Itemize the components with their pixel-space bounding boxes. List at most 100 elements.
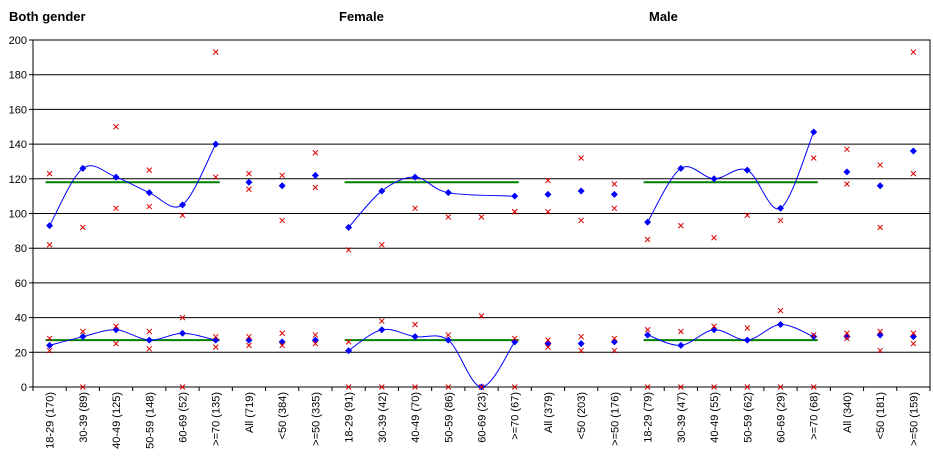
mean-marker [810,333,818,341]
x-tick-label: 40-49 (55) [709,392,721,443]
mean-marker [46,222,54,230]
x-tick-label: 30-39 (42) [377,392,389,443]
range-marker [711,234,717,241]
mean-marker [179,201,186,209]
mean-marker [278,182,286,190]
panel-title-female: Female [339,9,384,24]
mean-marker [710,175,718,183]
range-marker [345,384,352,390]
mean-marker [444,189,452,197]
range-marker [412,321,418,328]
y-tick-label: 140 [9,139,27,151]
range-marker [711,384,717,390]
x-tick-label: >=70 (68) [809,392,821,440]
range-marker [578,155,585,161]
x-tick-label: 60-69 (52) [178,392,190,443]
range-marker [246,186,252,193]
x-tick-label: 18-29 (170) [45,392,57,449]
y-tick-label: 20 [15,347,27,359]
range-marker [79,328,86,335]
range-marker [46,241,53,248]
range-marker [810,332,817,338]
mean-marker [644,218,652,226]
mean-marker [610,190,618,198]
range-marker [478,214,485,220]
range-marker [179,212,186,219]
mean-marker [544,190,552,198]
range-marker [478,313,485,319]
mean-marker [311,171,319,179]
range-marker [777,307,784,314]
range-marker [113,340,119,347]
range-marker [910,49,917,55]
x-tick-label: All (379) [543,392,555,433]
y-tick-label: 0 [21,382,27,394]
y-tick-label: 40 [15,313,27,325]
range-marker [578,217,585,224]
range-marker [46,170,53,177]
range-marker [445,384,452,390]
mean-marker [909,147,917,155]
x-tick-label: All (340) [842,392,854,433]
range-marker [578,347,585,354]
range-marker [810,384,817,390]
range-marker [910,330,917,337]
y-tick-label: 120 [9,174,27,186]
panel-title-both-gender: Both gender [9,9,86,24]
range-marker [246,342,252,349]
x-tick-label: 60-69 (29) [776,392,788,443]
y-tick-label: 160 [9,104,27,116]
mean-marker [876,182,884,190]
range-marker [844,335,850,342]
range-marker [644,384,651,390]
mean-marker [112,173,120,181]
mean-marker [411,333,419,341]
range-marker [412,384,418,390]
range-marker [877,162,884,168]
range-marker [345,247,352,253]
mean-marker [378,187,386,195]
mean-marker [179,329,186,337]
mean-marker [810,128,818,136]
range-marker [545,177,551,184]
y-tick-label: 80 [15,243,27,255]
mean-marker [577,340,585,348]
mean-marker [46,341,54,349]
range-marker [445,332,452,338]
range-marker [611,347,618,354]
range-marker [511,335,518,342]
panel-title-male: Male [649,9,678,24]
range-marker [113,123,119,130]
range-marker [246,170,252,177]
mean-marker [245,178,253,186]
y-tick-label: 200 [9,35,27,47]
range-marker [46,335,53,342]
range-marker [345,339,352,345]
x-tick-label: >=50 (335) [310,392,322,446]
range-marker [312,332,319,338]
range-marker [378,318,385,324]
range-marker [677,384,684,390]
range-marker [412,205,418,212]
range-marker [511,208,518,215]
range-marker [179,314,186,321]
x-tick-label: 40-49 (70) [410,392,422,443]
x-tick-label: 50-59 (62) [742,392,754,443]
x-tick-label: 40-49 (125) [111,392,123,449]
range-marker [545,344,551,350]
mean-marker [145,336,153,344]
mean-marker [444,336,452,344]
range-marker [844,330,850,337]
range-marker [677,328,684,335]
x-tick-label: 18-29 (79) [643,392,655,443]
mean-marker [79,164,87,172]
range-marker [611,181,618,187]
range-marker [312,184,319,191]
range-marker [113,323,119,330]
range-marker [844,181,850,187]
range-marker [644,236,651,243]
range-marker [46,347,53,354]
range-marker [877,347,884,354]
x-tick-label: 18-29 (91) [344,392,356,443]
series-curve [647,131,815,223]
